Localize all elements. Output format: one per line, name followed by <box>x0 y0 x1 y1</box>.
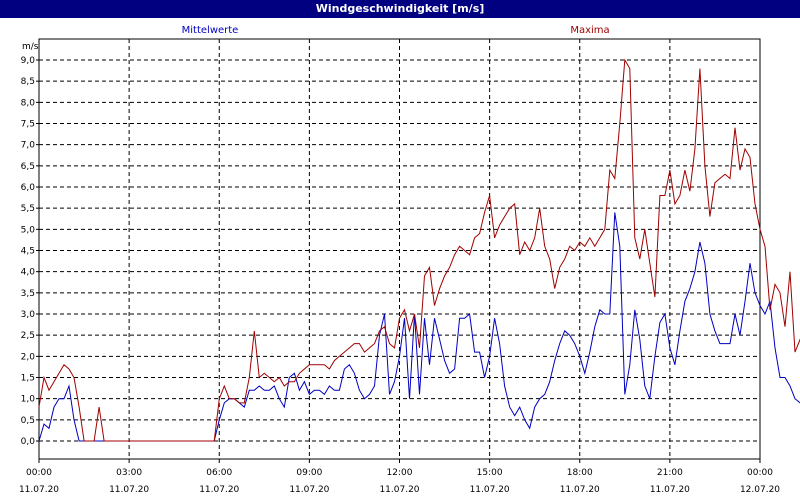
y-tick-label: 2,0 <box>21 352 36 362</box>
y-tick-label: 7,5 <box>21 120 35 130</box>
y-tick-label: 2,5 <box>21 331 35 341</box>
y-tick-label: 8,5 <box>21 77 35 87</box>
y-tick-label: 7,0 <box>21 141 36 151</box>
grid <box>39 39 760 459</box>
x-tick-date: 11.07.20 <box>109 485 149 495</box>
y-tick-label: 0,0 <box>21 437 36 447</box>
legend-mittelwerte: Mittelwerte <box>181 25 239 36</box>
x-tick-time: 09:00 <box>296 468 322 478</box>
y-axis: 0,0 0,5 1,0 1,5 2,0 2,5 3,0 3,5 4,0 4,5 5,0 5,5 6,0 6… <box>21 56 39 447</box>
y-tick-label: 5,5 <box>21 204 35 214</box>
x-tick-time: 06:00 <box>206 468 232 478</box>
x-axis: 00:00 11.07.20 03:00 11.07.20 06:00 11.07.20 0… <box>19 459 780 495</box>
y-axis-unit-label: m/s <box>22 42 39 52</box>
chart-title: Windgeschwindigkeit [m/s] <box>0 0 800 18</box>
x-tick-date: 12.07.20 <box>740 485 780 495</box>
y-tick-label: 5,0 <box>21 225 36 235</box>
series-line-mittelwerte <box>38 212 800 442</box>
legend-maxima: Maxima <box>570 25 610 36</box>
y-tick-label: 8,0 <box>21 98 36 108</box>
x-tick-time: 00:00 <box>747 468 773 478</box>
x-tick-date: 11.07.20 <box>199 485 239 495</box>
y-tick-label: 0,5 <box>21 416 35 426</box>
y-tick-label: 4,0 <box>21 268 36 278</box>
x-tick-date: 11.07.20 <box>289 485 329 495</box>
x-tick-time: 21:00 <box>657 468 683 478</box>
series-line-maxima <box>38 58 800 442</box>
y-tick-label: 6,5 <box>21 162 35 172</box>
x-tick-date: 11.07.20 <box>19 485 59 495</box>
y-tick-label: 1,0 <box>21 395 36 405</box>
y-tick-label: 6,0 <box>21 183 36 193</box>
y-tick-label: 1,5 <box>21 374 35 384</box>
y-tick-label: 9,0 <box>21 56 36 66</box>
x-tick-time: 12:00 <box>387 468 413 478</box>
x-tick-date: 11.07.20 <box>650 485 690 495</box>
x-tick-time: 18:00 <box>567 468 593 478</box>
series-layer <box>38 58 800 442</box>
y-tick-label: 3,0 <box>21 310 36 320</box>
y-tick-label: 4,5 <box>21 247 35 257</box>
x-tick-time: 03:00 <box>116 468 142 478</box>
x-tick-time: 15:00 <box>477 468 503 478</box>
x-tick-date: 11.07.20 <box>379 485 419 495</box>
x-tick-date: 11.07.20 <box>470 485 510 495</box>
y-tick-label: 3,5 <box>21 289 35 299</box>
x-tick-date: 11.07.20 <box>560 485 600 495</box>
x-tick-time: 00:00 <box>26 468 52 478</box>
